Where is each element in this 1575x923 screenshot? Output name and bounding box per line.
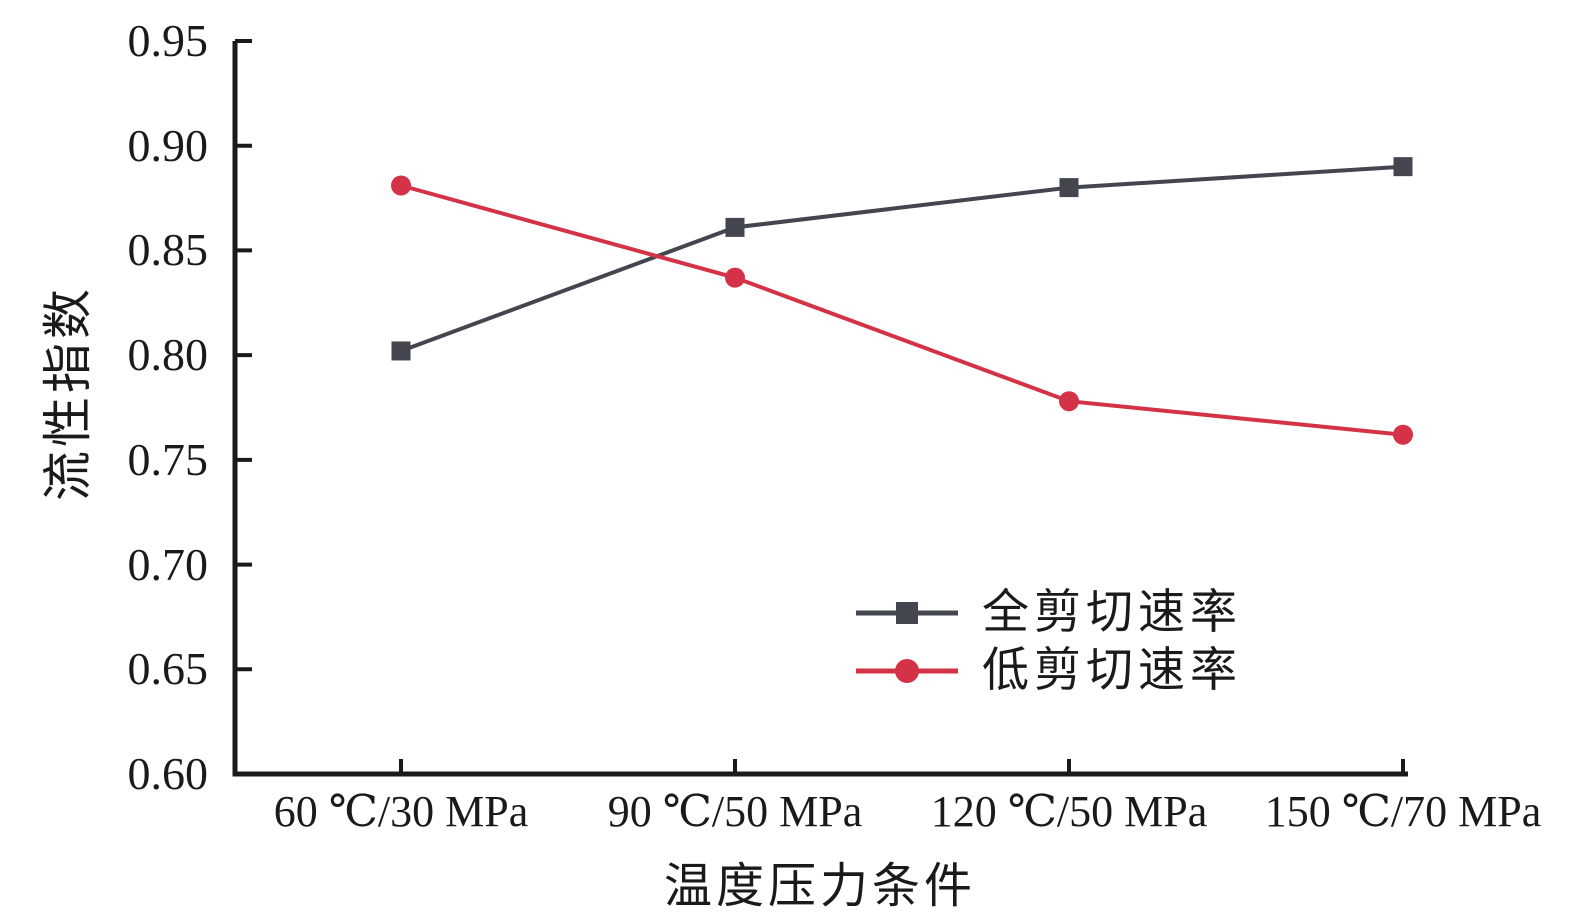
y-tick-label: 0.90 bbox=[127, 120, 209, 171]
legend-label-low-shear-rate: 低剪切速率 bbox=[982, 645, 1242, 697]
circle-marker bbox=[1059, 391, 1079, 412]
y-tick-label: 0.65 bbox=[127, 643, 209, 694]
square-marker bbox=[725, 217, 745, 237]
x-tick-label: 90 ℃/50 MPa bbox=[607, 787, 863, 836]
series-line-1 bbox=[400, 183, 1404, 437]
circle-marker bbox=[1393, 424, 1413, 445]
y-tick-label: 0.75 bbox=[127, 434, 209, 485]
circle-marker bbox=[725, 267, 745, 288]
x-tick-label: 120 ℃/50 MPa bbox=[930, 787, 1208, 836]
series-line-0 bbox=[400, 164, 1404, 353]
y-tick-label: 0.80 bbox=[127, 329, 209, 380]
circle-marker bbox=[391, 175, 411, 196]
y-tick-label: 0.70 bbox=[127, 539, 209, 590]
legend-label-full-shear-rate: 全剪切速率 bbox=[982, 587, 1242, 639]
x-tick-label: 60 ℃/30 MPa bbox=[273, 787, 529, 836]
x-tick-label: 150 ℃/70 MPa bbox=[1264, 787, 1542, 836]
x-axis-title: 温度压力条件 bbox=[663, 860, 976, 913]
y-tick-label: 0.95 bbox=[127, 15, 209, 66]
y-tick-label: 0.60 bbox=[127, 748, 209, 799]
legend-square-marker bbox=[896, 602, 918, 624]
square-marker bbox=[1059, 178, 1079, 198]
y-tick-label: 0.85 bbox=[127, 224, 209, 275]
legend-circle-marker bbox=[895, 659, 919, 683]
y-axis-title: 流性指数 bbox=[40, 285, 96, 501]
square-marker bbox=[1393, 157, 1413, 177]
square-marker bbox=[391, 341, 411, 361]
